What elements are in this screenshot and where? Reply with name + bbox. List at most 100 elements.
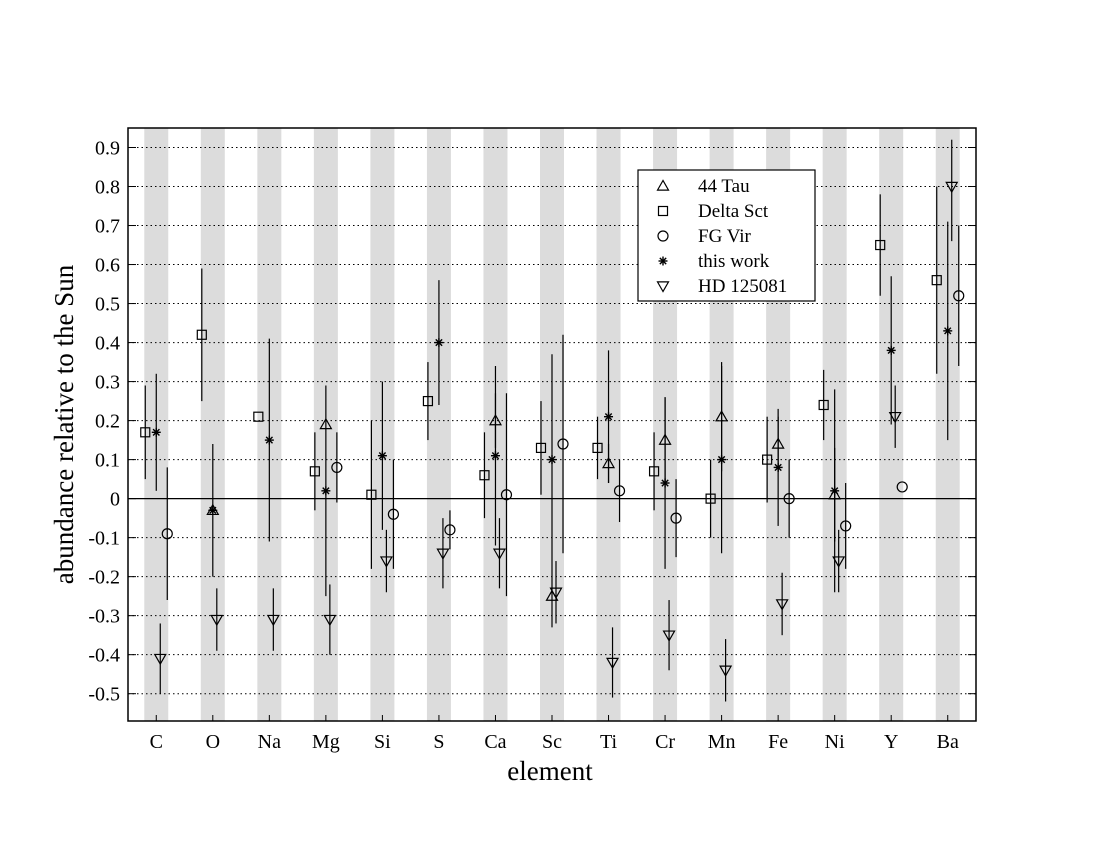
point-triangle-down (153, 653, 167, 666)
point-triangle-up (658, 433, 672, 445)
point-triangle-up (771, 437, 785, 449)
point-square (931, 275, 942, 286)
x-tick-label-Si: Si (374, 731, 391, 753)
point-triangle-down (662, 630, 676, 642)
legend-marker-triangle-down (656, 281, 670, 293)
point-circle (500, 489, 513, 501)
y-tick-label: -0.2 (88, 567, 120, 589)
x-tick-label-O: O (206, 731, 220, 753)
point-triangle-down (210, 614, 224, 627)
x-tick-label-Ba: Ba (937, 731, 959, 753)
x-tick-label-Na: Na (258, 731, 281, 753)
legend-marker-triangle-up (656, 179, 670, 191)
point-asterisk (886, 345, 896, 355)
point-triangle-down (945, 181, 959, 194)
y-tick-label: 0.5 (95, 294, 120, 316)
point-triangle-down (379, 556, 393, 568)
point-triangle-up (715, 409, 729, 422)
point-square (253, 411, 264, 422)
legend-label: FG Vir (698, 226, 752, 247)
x-tick-label-Sc: Sc (542, 731, 562, 753)
point-triangle-down (605, 657, 620, 670)
legend-marker-asterisk (658, 256, 668, 266)
legend-label: Delta Sct (698, 201, 769, 222)
point-asterisk (151, 427, 161, 437)
x-tick-label-C: C (150, 731, 163, 753)
y-tick-label: 0.8 (95, 177, 120, 199)
point-asterisk (717, 455, 727, 465)
point-circle (557, 438, 569, 450)
point-square (762, 454, 773, 465)
point-asterisk (660, 478, 670, 488)
x-tick-label-Ti: Ti (600, 731, 618, 753)
point-asterisk (321, 486, 331, 496)
band-S (426, 128, 451, 721)
point-triangle-down (492, 548, 507, 560)
x-tick-label-Mg: Mg (312, 731, 340, 753)
band-O (200, 128, 225, 721)
y-tick-label: -0.3 (88, 606, 120, 628)
point-asterisk (490, 451, 500, 461)
legend-label: this work (698, 251, 770, 272)
point-asterisk (264, 435, 274, 445)
point-square (592, 442, 603, 454)
point-square (705, 493, 716, 504)
y-tick-label: 0.3 (95, 372, 120, 394)
x-tick-label-Ni: Ni (825, 731, 845, 753)
point-square (818, 399, 829, 411)
y-tick-label: 0.9 (95, 138, 120, 160)
point-square (140, 427, 151, 438)
x-axis-ticks: C O Na Mg Si S Ca Sc Ti Cr Mn Fe Ni Y Ba (150, 715, 959, 753)
point-triangle-down (436, 548, 450, 560)
y-tick-label: 0 (110, 489, 120, 511)
y-tick-label: 0.4 (95, 333, 120, 355)
point-circle (387, 508, 399, 520)
point-triangle-down (719, 665, 733, 677)
point-asterisk (773, 462, 783, 472)
point-circle (840, 520, 852, 532)
point-square (366, 489, 377, 500)
point-asterisk (830, 486, 840, 496)
point-triangle-down (549, 587, 563, 599)
point-square (422, 395, 434, 407)
point-asterisk (377, 451, 387, 461)
point-triangle-down (888, 411, 902, 424)
point-asterisk (943, 326, 953, 336)
y-axis-ticks: -0.5 -0.4 -0.3 -0.2 -0.1 0 0.1 0.2 0.3 0.4 0.5 0.6 0… (88, 138, 976, 706)
point-asterisk (604, 412, 614, 422)
y-tick-label: 0.7 (95, 216, 120, 238)
point-square (479, 470, 490, 481)
x-tick-label-Mn: Mn (708, 731, 736, 753)
y-tick-label: 0.1 (95, 450, 120, 472)
legend-label: HD 125081 (698, 276, 787, 297)
point-square (535, 442, 547, 454)
y-tick-label: 0.6 (95, 255, 120, 277)
legend-marker-circle (657, 230, 669, 242)
y-tick-label: 0.2 (95, 411, 120, 433)
point-asterisk (208, 505, 218, 515)
x-axis-title: element (507, 756, 593, 786)
point-triangle-up (319, 417, 333, 430)
y-tick-label: -0.1 (88, 528, 120, 550)
point-square (196, 329, 207, 340)
x-tick-label-S: S (433, 731, 444, 753)
point-square (648, 466, 660, 477)
x-tick-label-Cr: Cr (655, 731, 675, 753)
point-square (875, 239, 886, 251)
legend-marker-square (657, 205, 669, 217)
point-triangle-down (832, 556, 846, 568)
point-square (309, 466, 320, 477)
x-tick-label-Fe: Fe (768, 731, 788, 753)
y-tick-label: -0.5 (88, 684, 120, 706)
x-tick-label-Y: Y (884, 731, 898, 753)
legend: 44 Tau Delta Sct FG Vir this work HD 125081 (637, 169, 816, 302)
point-triangle-down (323, 614, 337, 627)
point-triangle-up (601, 456, 616, 469)
point-asterisk (434, 338, 444, 348)
point-circle (444, 524, 456, 536)
point-circle (783, 493, 795, 505)
legend-label: 44 Tau (698, 176, 750, 197)
point-triangle-down (775, 599, 789, 611)
